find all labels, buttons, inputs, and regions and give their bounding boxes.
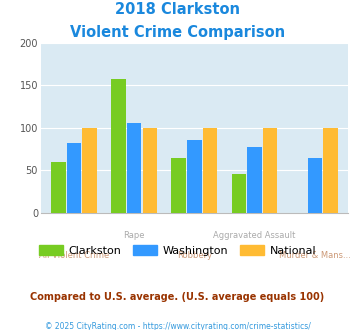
Text: Aggravated Assault: Aggravated Assault bbox=[213, 231, 296, 240]
Text: Robbery: Robbery bbox=[177, 251, 212, 260]
Bar bbox=[247, 148, 262, 213]
Bar bbox=[171, 158, 186, 213]
Bar bbox=[143, 128, 157, 213]
Text: Rape: Rape bbox=[124, 231, 145, 240]
Text: Compared to U.S. average. (U.S. average equals 100): Compared to U.S. average. (U.S. average … bbox=[31, 292, 324, 302]
Text: © 2025 CityRating.com - https://www.cityrating.com/crime-statistics/: © 2025 CityRating.com - https://www.city… bbox=[45, 322, 310, 330]
Bar bbox=[82, 128, 97, 213]
Bar bbox=[323, 128, 338, 213]
Text: All Violent Crime: All Violent Crime bbox=[39, 251, 109, 260]
Text: Murder & Mans...: Murder & Mans... bbox=[279, 251, 351, 260]
Bar bbox=[263, 128, 278, 213]
Bar bbox=[203, 128, 217, 213]
Legend: Clarkston, Washington, National: Clarkston, Washington, National bbox=[34, 241, 321, 260]
Bar bbox=[67, 143, 81, 213]
Text: Violent Crime Comparison: Violent Crime Comparison bbox=[70, 25, 285, 40]
Bar bbox=[307, 158, 322, 213]
Bar bbox=[111, 80, 126, 213]
Bar bbox=[51, 162, 66, 213]
Text: 2018 Clarkston: 2018 Clarkston bbox=[115, 2, 240, 16]
Bar bbox=[187, 140, 202, 213]
Bar bbox=[127, 123, 141, 213]
Bar bbox=[232, 174, 246, 213]
